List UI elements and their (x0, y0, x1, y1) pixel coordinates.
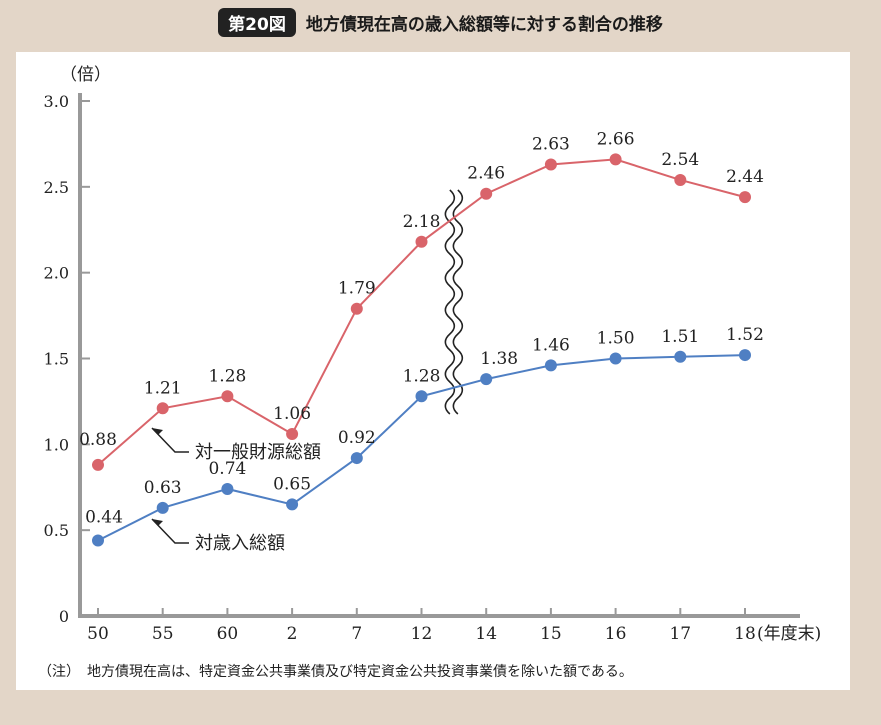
x-tick-label: 60 (217, 624, 239, 644)
data-label: 1.38 (480, 349, 518, 369)
data-point (544, 158, 557, 171)
axis-break-line-left (444, 189, 456, 415)
data-label: 1.28 (403, 366, 441, 386)
data-label: 1.28 (208, 366, 246, 386)
data-label: 2.46 (467, 164, 505, 184)
data-label: 0.63 (144, 478, 182, 498)
x-tick-label: 55 (152, 624, 174, 644)
series-legend-label: 対一般財源総額 (195, 442, 321, 463)
data-label: 1.79 (338, 279, 376, 299)
x-axis-suffix-label: (年度末) (757, 624, 821, 644)
legend-arrowhead (152, 519, 163, 526)
y-tick-label: 0 (59, 607, 69, 626)
x-tick-label: 16 (605, 624, 627, 644)
x-tick-label: 7 (351, 624, 362, 644)
data-point (286, 428, 299, 441)
data-point (92, 458, 104, 471)
figure-title: 地方債現在高の歳入総額等に対する割合の推移 (305, 14, 663, 35)
data-point (544, 359, 557, 372)
y-tick-label: 2.0 (44, 264, 69, 283)
legend-leader-line (151, 427, 189, 453)
data-point (415, 235, 428, 248)
y-tick-label: 3.0 (44, 92, 69, 111)
x-tick-label: 2 (287, 624, 298, 644)
y-tick-label: 0.5 (44, 521, 69, 540)
data-point (156, 501, 169, 514)
data-point (350, 302, 363, 315)
data-label: 0.88 (79, 430, 117, 450)
data-label: 1.51 (661, 327, 699, 347)
axis-break-line-right (452, 189, 464, 415)
data-point (480, 373, 493, 386)
legend-leader-line (151, 518, 189, 544)
data-label: 0.92 (338, 428, 376, 448)
x-tick-label: 50 (87, 624, 109, 644)
x-tick-label: 12 (411, 624, 433, 644)
data-point (609, 352, 622, 365)
data-point (609, 153, 622, 166)
chart-note: （注） 地方債現在高は、特定資金公共事業債及び特定資金公共投資事業債を除いた額で… (38, 663, 633, 680)
data-point (739, 191, 751, 204)
data-point (156, 402, 169, 415)
data-point (674, 173, 687, 186)
data-label: 2.44 (726, 167, 764, 187)
data-point (286, 498, 299, 511)
data-label: 1.21 (144, 378, 182, 398)
x-tick-label: 15 (540, 624, 562, 644)
data-label: 0.65 (273, 474, 311, 494)
x-tick-label: 14 (475, 624, 497, 644)
data-point (221, 482, 234, 495)
y-tick-label: 1.5 (44, 350, 69, 369)
x-tick-label: 17 (669, 624, 691, 644)
data-label: 1.52 (726, 325, 764, 345)
data-point (92, 534, 104, 547)
x-tick-label: 18 (734, 624, 756, 644)
data-point (221, 390, 234, 403)
y-tick-label: 1.0 (44, 435, 69, 454)
data-label: 1.50 (597, 329, 635, 349)
series-legend-label: 対歳入総額 (195, 533, 285, 554)
data-point (739, 349, 751, 362)
y-axis-label: （倍） (60, 65, 111, 85)
axis-break-fill (446, 190, 462, 414)
data-label: 0.44 (85, 507, 123, 527)
y-tick-label: 2.5 (44, 178, 69, 197)
legend-arrowhead (152, 428, 163, 435)
data-label: 2.54 (661, 150, 699, 170)
data-label: 2.18 (403, 212, 441, 232)
figure-header: 第20図 地方債現在高の歳入総額等に対する割合の推移 (0, 0, 881, 44)
data-label: 2.63 (532, 135, 570, 155)
data-label: 1.06 (273, 404, 311, 424)
chart-panel (16, 52, 850, 690)
data-label: 0.74 (208, 459, 246, 479)
data-point (480, 187, 493, 200)
data-point (350, 452, 363, 465)
data-point (674, 350, 687, 363)
figure-number-badge: 第20図 (218, 7, 296, 37)
data-label: 1.46 (532, 335, 570, 355)
data-label: 2.66 (597, 129, 635, 149)
data-point (415, 390, 428, 403)
series-line-general-revenue (97, 158, 746, 466)
